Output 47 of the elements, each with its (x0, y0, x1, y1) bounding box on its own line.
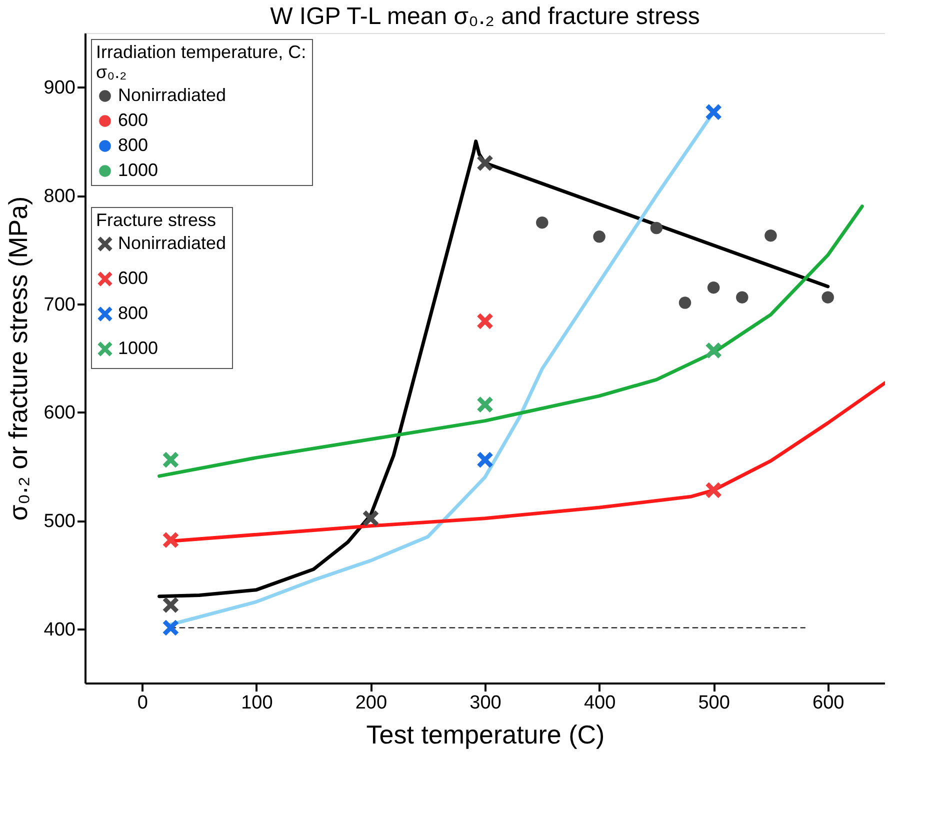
point (736, 291, 748, 304)
x-tick-label: 500 (698, 692, 730, 714)
point (593, 230, 606, 243)
point (707, 281, 720, 294)
point (476, 451, 494, 468)
point (162, 596, 180, 614)
point (678, 296, 692, 309)
y-tick-label: 500 (44, 511, 76, 532)
legend-label: 800 (118, 135, 148, 155)
point (362, 510, 380, 527)
y-tick-label: 400 (44, 619, 76, 640)
x-tick-label: 300 (470, 692, 502, 714)
point (162, 531, 180, 549)
point (476, 154, 494, 172)
legend-label: 600 (118, 268, 148, 288)
x-axis-title: Test temperature (C) (366, 720, 605, 750)
y-tick-label: 900 (44, 78, 76, 99)
annotation: σ₀.₂ (96, 62, 127, 82)
chart-title: W IGP T-L mean σ₀.₂ and fracture stress (270, 3, 700, 30)
annotation: Fracture stress (96, 210, 216, 230)
point (162, 619, 180, 636)
point (704, 104, 722, 121)
x-tick-label: 0 (137, 692, 148, 714)
point (476, 312, 494, 330)
y-tick-label: 600 (44, 402, 76, 424)
legend-label: 1000 (118, 160, 158, 180)
y-axis-title: σ₀.₂ or fracture stress (MPa) (2, 196, 33, 521)
point (536, 216, 548, 229)
x-tick-label: 200 (355, 692, 388, 714)
legend-label: Nonirradiated (118, 85, 226, 105)
point (764, 229, 777, 242)
legend-label: Nonirradiated (118, 233, 226, 253)
legend-label: 800 (118, 303, 148, 323)
legend-title: Irradiation temperature, C: (96, 42, 306, 62)
point (822, 291, 834, 304)
y-tick-label: 700 (44, 294, 76, 316)
point (704, 342, 722, 359)
x-tick-label: 600 (812, 692, 844, 714)
point (650, 222, 663, 234)
y-tick-label: 800 (44, 186, 76, 207)
point (162, 451, 180, 468)
legend-label: 600 (118, 110, 148, 130)
x-tick-label: 100 (241, 692, 273, 714)
legend-label: 1000 (118, 338, 158, 358)
point (476, 396, 494, 414)
x-tick-label: 400 (584, 692, 616, 714)
point (704, 482, 722, 499)
